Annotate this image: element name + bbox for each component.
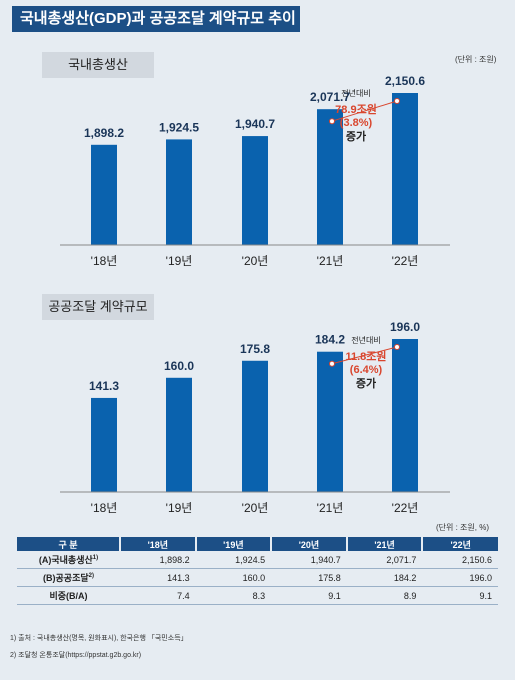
bar [91, 144, 117, 245]
x-tick-label: '18년 [91, 501, 118, 515]
bar-value-label: 196.0 [390, 320, 420, 334]
table-cell: 1,898.2 [120, 551, 196, 569]
x-tick-label: '20년 [242, 254, 269, 268]
summary-table: 구 분 '18년 '19년 '20년 '21년 '22년 (A)국내총생산1) … [17, 537, 498, 605]
annotation-amount: 78.9조원 [335, 102, 377, 116]
annotation-rate: (6.4%) [350, 364, 383, 376]
x-tick-label: '22년 [392, 254, 419, 268]
annotation-suffix: 증가 [346, 129, 366, 143]
table-cell: 2,071.7 [346, 551, 423, 569]
table-cell: 175.8 [271, 568, 347, 587]
table-cell: 160.0 [195, 568, 272, 587]
row-label: (B)공공조달2) [17, 568, 120, 587]
table-cell: 184.2 [346, 568, 423, 587]
table-header-cell: '21년 [346, 537, 424, 551]
x-tick-label: '19년 [166, 501, 193, 515]
bar-value-label: 1,898.2 [84, 126, 124, 140]
bar [392, 93, 418, 245]
bar-value-label: 2,150.6 [385, 74, 425, 88]
table-cell: 8.9 [346, 586, 423, 605]
table-header-cell: '19년 [195, 537, 273, 551]
x-tick-label: '20년 [242, 501, 269, 515]
bar [91, 397, 117, 492]
x-tick-label: '19년 [166, 254, 193, 268]
procurement-bar-chart: 141.3 160.0 175.8 184.2 196.0 '18년 '19년 '20년 '21… [60, 320, 450, 515]
bar [166, 377, 192, 492]
annotation-rate: (3.8%) [340, 117, 373, 129]
table-cell: 141.3 [120, 568, 196, 587]
table-row: (B)공공조달2) 141.3 160.0 175.8 184.2 196.0 [17, 568, 498, 587]
x-tick-label: '21년 [317, 254, 344, 268]
chart1-title: 국내총생산 [42, 52, 154, 78]
bar-value-label: 160.0 [164, 359, 194, 373]
growth-point [394, 344, 400, 350]
footnote-1: 1) 출처 : 국내총생산(명목, 원화표시), 한국은행 「국민소득」 [10, 635, 188, 642]
growth-line [331, 346, 398, 365]
table-cell: 8.3 [195, 586, 272, 605]
table-header-cell: '18년 [120, 537, 197, 551]
bar-value-label: 2,071.7 [310, 90, 350, 104]
bar [166, 139, 192, 245]
table-header-cell: '20년 [271, 537, 348, 551]
table-cell: 9.1 [271, 586, 347, 605]
x-tick-label: '21년 [317, 501, 344, 515]
table-cell: 9.1 [422, 586, 498, 605]
bar-value-label: 1,940.7 [235, 117, 275, 131]
table-header-row: 구 분 '18년 '19년 '20년 '21년 '22년 [17, 537, 498, 551]
row-label: 비중(B/A) [17, 586, 120, 605]
page-title: 국내총생산(GDP)과 공공조달 계약규모 추이 [12, 6, 300, 32]
table-cell: 7.4 [120, 586, 196, 605]
row-label: (A)국내총생산1) [17, 551, 120, 569]
bar-value-label: 1,924.5 [159, 120, 199, 134]
annotation-label: 전년대비 [341, 88, 370, 98]
footnote-2: 2) 조달청 온통조달(https://ppstat.g2b.go.kr) [10, 652, 142, 659]
table-cell: 1,924.5 [195, 551, 272, 569]
annotation-suffix: 증가 [356, 376, 376, 390]
table-cell: 1,940.7 [271, 551, 347, 569]
bar-value-label: 175.8 [240, 342, 270, 356]
growth-point [329, 360, 335, 367]
bar [242, 360, 268, 492]
x-tick-label: '22년 [392, 501, 419, 515]
bar [242, 136, 268, 245]
chart1-unit: (단위 : 조원) [455, 55, 497, 64]
bar [317, 351, 343, 492]
growth-point [394, 98, 400, 104]
growth-line [331, 100, 398, 122]
table-cell: 196.0 [422, 568, 498, 587]
table-header-cell: '22년 [422, 537, 498, 551]
table-header-label: 구 분 [17, 537, 121, 551]
x-tick-label: '18년 [91, 254, 118, 268]
bar-value-label: 141.3 [89, 379, 119, 393]
bar-value-label: 184.2 [315, 333, 345, 347]
annotation-label: 전년대비 [351, 335, 380, 345]
chart2-title: 공공조달 계약규모 [42, 294, 154, 320]
annotation-amount: 11.8조원 [345, 349, 386, 363]
bar [392, 339, 418, 492]
table-cell: 2,150.6 [422, 551, 498, 569]
table-unit: (단위 : 조원, %) [436, 523, 489, 532]
gdp-bar-chart: 1,898.2 1,924.5 1,940.7 2,071.7 2,150.6 '18년 '… [60, 74, 450, 268]
bar [317, 109, 343, 245]
growth-point [329, 118, 335, 125]
table-row: 비중(B/A) 7.4 8.3 9.1 8.9 9.1 [17, 586, 498, 605]
table-row: (A)국내총생산1) 1,898.2 1,924.5 1,940.7 2,071… [17, 551, 498, 569]
